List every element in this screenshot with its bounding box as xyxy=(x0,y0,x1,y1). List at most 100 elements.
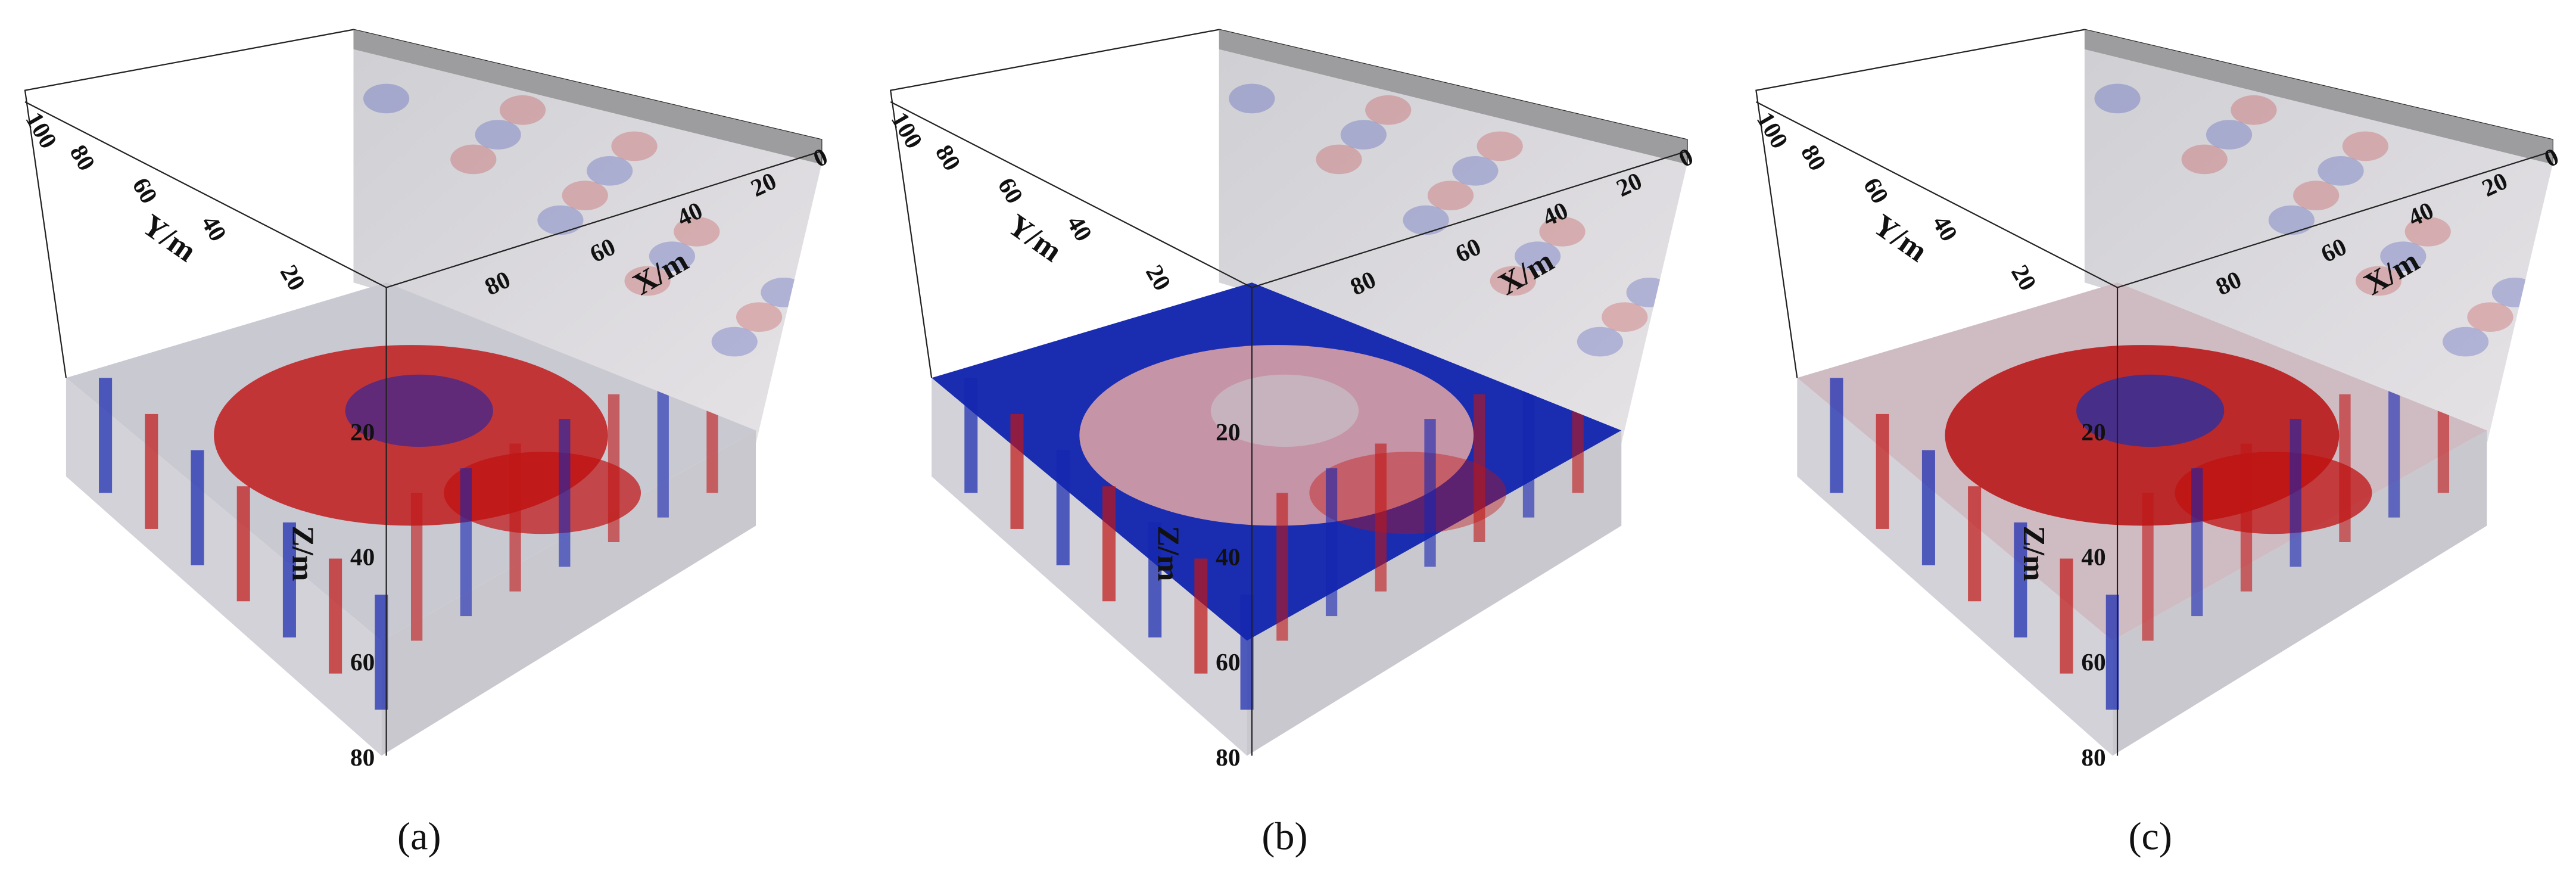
wall-blob xyxy=(649,241,696,271)
y-tick-label: 20 xyxy=(2006,260,2042,295)
side-stripe xyxy=(1830,378,1843,493)
y-tick-label: 100 xyxy=(20,107,63,153)
side-stripe xyxy=(1010,413,1024,529)
y-tick-label: 60 xyxy=(1858,173,1895,208)
wall-blob xyxy=(499,95,546,125)
side-stripe xyxy=(1325,468,1338,617)
wall-blob xyxy=(2318,155,2364,186)
y-tick-label: 100 xyxy=(886,107,928,153)
side-stripe xyxy=(2105,595,2119,710)
z-tick-label: 60 xyxy=(1216,648,1240,676)
side-stripe xyxy=(1240,595,1254,710)
z-tick-label: 40 xyxy=(350,543,375,571)
wall-blob xyxy=(1539,216,1586,247)
side-stripe xyxy=(509,443,521,592)
wall-blob xyxy=(674,216,720,247)
wall-blob xyxy=(736,302,783,332)
wall-blob xyxy=(2342,131,2389,161)
wall-blob xyxy=(624,266,671,296)
y-tick-label: 80 xyxy=(930,140,967,175)
slab-blob xyxy=(1309,452,1507,534)
slab-blob xyxy=(1210,374,1359,447)
y-tick-label: 20 xyxy=(1141,260,1177,295)
x-axis-line xyxy=(2117,150,2553,288)
back-wall xyxy=(1219,49,1687,444)
side-stripe xyxy=(191,450,204,565)
side-stripe xyxy=(1102,486,1116,602)
slab-pattern xyxy=(964,345,1584,710)
side-stripe xyxy=(1148,522,1162,637)
side-stripe xyxy=(1474,394,1485,542)
side-stripe xyxy=(559,419,571,567)
panel-label: (c) xyxy=(2128,815,2172,859)
y-axis-title: Y/m xyxy=(1867,207,1934,269)
y-axis-title: Y/m xyxy=(1001,207,1068,269)
wall-blob xyxy=(1229,83,1275,114)
side-stripe xyxy=(2290,419,2301,567)
side-stripe xyxy=(329,558,342,674)
back-wall xyxy=(353,49,822,444)
side-stripe xyxy=(964,378,978,493)
side-stripe xyxy=(2339,394,2351,542)
wall-blob xyxy=(1316,144,1362,175)
wall-blob xyxy=(1403,205,1449,235)
slab-left xyxy=(932,378,1247,756)
wall-blob xyxy=(2094,83,2141,114)
wall-blob xyxy=(1602,302,1648,332)
wall-blob xyxy=(2443,326,2489,357)
z-tick-label: 60 xyxy=(350,648,375,676)
y-tick-label: 100 xyxy=(1752,107,1794,153)
back-wall xyxy=(2084,49,2553,444)
side-stripe xyxy=(1424,419,1436,567)
wall-blob xyxy=(537,205,584,235)
wall-blob xyxy=(1626,278,1672,307)
z-tick-label: 80 xyxy=(2081,744,2105,771)
wall-blob xyxy=(2491,278,2538,307)
side-stripe xyxy=(99,378,113,493)
wall-blob xyxy=(711,326,758,357)
wall-blob xyxy=(587,155,633,186)
y-axis-line xyxy=(24,101,387,288)
side-stripe xyxy=(1968,486,1982,602)
y-tick-label: 80 xyxy=(1796,140,1832,175)
side-stripe xyxy=(657,369,669,518)
side-stripe xyxy=(1375,443,1387,592)
z-axis-title: Z/m xyxy=(1151,525,1186,581)
wall-blob xyxy=(2404,216,2451,247)
wall-blob xyxy=(450,144,497,175)
side-stripe xyxy=(2388,369,2400,518)
wall-blob xyxy=(1477,131,1523,161)
y-tick-label: 60 xyxy=(127,173,163,208)
wall-blob xyxy=(611,131,658,161)
wall-blob xyxy=(2231,95,2277,125)
side-stripe xyxy=(236,486,250,602)
side-stripe xyxy=(1194,558,1208,674)
z-tick-label: 80 xyxy=(350,744,375,771)
side-stripe xyxy=(460,468,472,617)
slab-left xyxy=(1797,378,2113,756)
wall-blob xyxy=(2206,120,2253,150)
side-stripe xyxy=(2240,443,2253,592)
side-stripe xyxy=(1522,369,1535,518)
wall-blob xyxy=(1577,326,1624,357)
wall-blob xyxy=(2467,302,2513,332)
side-stripe xyxy=(1921,450,1935,565)
side-stripe xyxy=(1056,450,1070,565)
slab-blob xyxy=(345,374,493,447)
wall-blob xyxy=(2380,241,2427,271)
side-stripe xyxy=(608,394,620,542)
z-axis-title: Z/m xyxy=(2017,525,2051,581)
z-tick-label: 60 xyxy=(2081,648,2105,676)
y-axis-line xyxy=(1755,101,2118,288)
wall-blob xyxy=(761,278,807,307)
x-axis-line xyxy=(386,150,822,288)
wall-blob xyxy=(2268,205,2315,235)
z-tick-label: 80 xyxy=(1216,744,1240,771)
wall-blob xyxy=(1427,181,1474,210)
y-tick-label: 60 xyxy=(993,173,1029,208)
z-tick-label: 20 xyxy=(1216,418,1240,446)
